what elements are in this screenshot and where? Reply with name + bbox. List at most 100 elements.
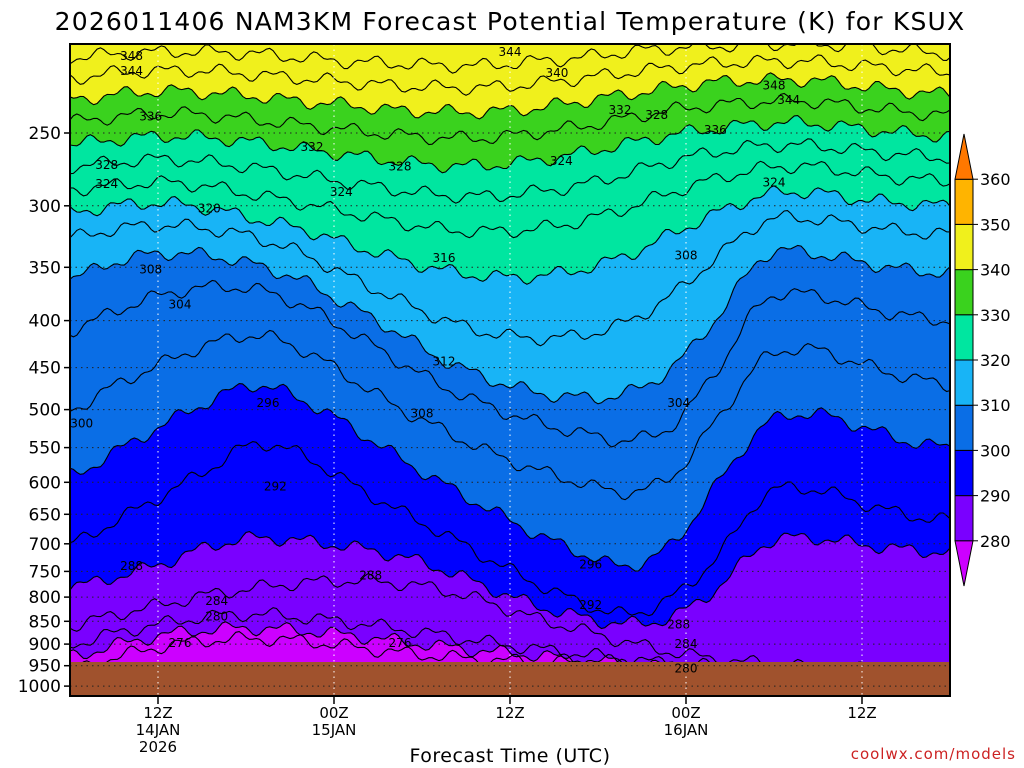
colorbar-tick-label: 300 [980,441,1011,460]
contour-label: 320 [198,201,221,215]
contour-label: 324 [330,185,353,199]
contour-label: 348 [120,49,143,63]
contour-label: 300 [70,417,93,431]
isentrope-316 [70,210,950,347]
x-tick-label: 15JAN [312,721,357,739]
credit-text: coolwx.com/models [851,745,1016,763]
colorbar-tick-label: 340 [980,261,1011,280]
y-tick-label: 850 [29,612,61,632]
y-tick-label: 550 [29,439,61,459]
colorbar-tick-label: 350 [980,215,1011,234]
contour-label: 284 [675,637,698,651]
contour-label: 288 [120,559,143,573]
ground-layer [70,662,950,696]
contour-label: 332 [609,103,632,117]
colorbar-band [954,269,974,316]
contour-label: 292 [264,479,287,493]
contour-label: 324 [763,176,786,190]
colorbar-band [954,359,974,406]
contour-label: 328 [645,108,668,122]
x-tick-label: 12Z [847,704,876,722]
x-tick-label: 00Z [319,704,348,722]
y-tick-label: 1000 [18,677,61,697]
colorbar-tick-label: 320 [980,351,1011,370]
colorbar-band [954,449,974,497]
isentrope-300 [70,383,950,572]
colorbar-band [954,540,974,587]
colorbar-tick-label: 330 [980,306,1011,325]
contour-label: 328 [95,158,118,172]
contour-label: 284 [205,594,228,608]
colorbar-band [954,178,974,225]
colorbar: 280 290 300 310 320 330 340 350 360 [954,133,1011,587]
contour-label: 296 [257,396,280,410]
ground-below-surface [70,662,950,696]
colorbar-tick-label: 360 [980,170,1011,189]
colorbar-tick-label: 290 [980,487,1011,506]
x-tick-label: 12Z [143,704,172,722]
colorbar-band [954,404,974,451]
isentrope-328 [70,138,950,204]
contour-label: 344 [499,45,522,59]
x-tick-label: 14JAN [136,721,181,739]
colorbar-band [954,133,974,180]
contour-label-layer: 3483443363283243203083043002962922882842… [70,45,800,676]
contour-label: 336 [704,123,727,137]
x-tick-label: 2026 [139,738,177,756]
contour-label: 324 [550,154,573,168]
y-tick-label: 450 [29,359,61,379]
contour-label: 344 [120,64,143,78]
contour-label: 280 [675,662,698,676]
contour-label: 324 [95,177,118,191]
contour-label: 332 [301,140,324,154]
contour-label: 296 [579,557,602,571]
contour-label: 340 [545,66,568,80]
isentrope-312 [70,244,950,405]
colorbar-band [954,495,974,542]
x-tick-label: 12Z [495,704,524,722]
y-tick-label: 750 [29,562,61,582]
contour-label: 348 [763,79,786,93]
theta-band-above-348 [70,44,950,74]
isentrope-336 [70,92,950,146]
isentrope-324 [70,160,950,239]
y-tick-label: 950 [29,657,61,677]
y-tick-label: 250 [29,124,61,144]
contour-label: 308 [139,263,162,277]
contour-label: 316 [433,251,456,265]
colorbar-band [954,314,974,361]
colorbar-tick-label: 310 [980,396,1011,415]
contour-label: 276 [169,636,192,650]
contour-label: 328 [389,160,412,174]
isentrope-296 [70,441,950,617]
chart-title: 2026011406 NAM3KM Forecast Potential Tem… [55,7,966,36]
contour-label: 308 [411,407,434,421]
x-axis-label: Forecast Time (UTC) [410,745,611,767]
y-tick-label: 700 [29,535,61,555]
y-tick-label: 650 [29,505,61,525]
contour-label: 292 [579,598,602,612]
y-tick-label: 350 [29,258,61,278]
contour-label: 308 [675,249,698,263]
contour-label: 304 [169,297,192,311]
y-tick-label: 900 [29,635,61,655]
y-axis: 250 300 350 400 450 500 550 600 650 700 750 800 850 9… [18,124,70,697]
isentrope-308 [70,279,950,448]
colorbar-band [954,223,974,271]
x-tick-label: 16JAN [664,721,709,739]
y-tick-label: 400 [29,312,61,332]
y-tick-label: 500 [29,401,61,421]
contour-label: 276 [389,636,412,650]
x-tick-label: 00Z [671,704,700,722]
y-tick-label: 800 [29,588,61,608]
colorbar-tick-label: 280 [980,532,1011,551]
grid-layer [70,44,950,696]
contour-label: 312 [433,354,456,368]
contour-label: 344 [777,93,800,107]
y-tick-label: 300 [29,197,61,217]
contour-label: 288 [359,569,382,583]
contour-label: 304 [667,396,690,410]
y-tick-label: 600 [29,473,61,493]
